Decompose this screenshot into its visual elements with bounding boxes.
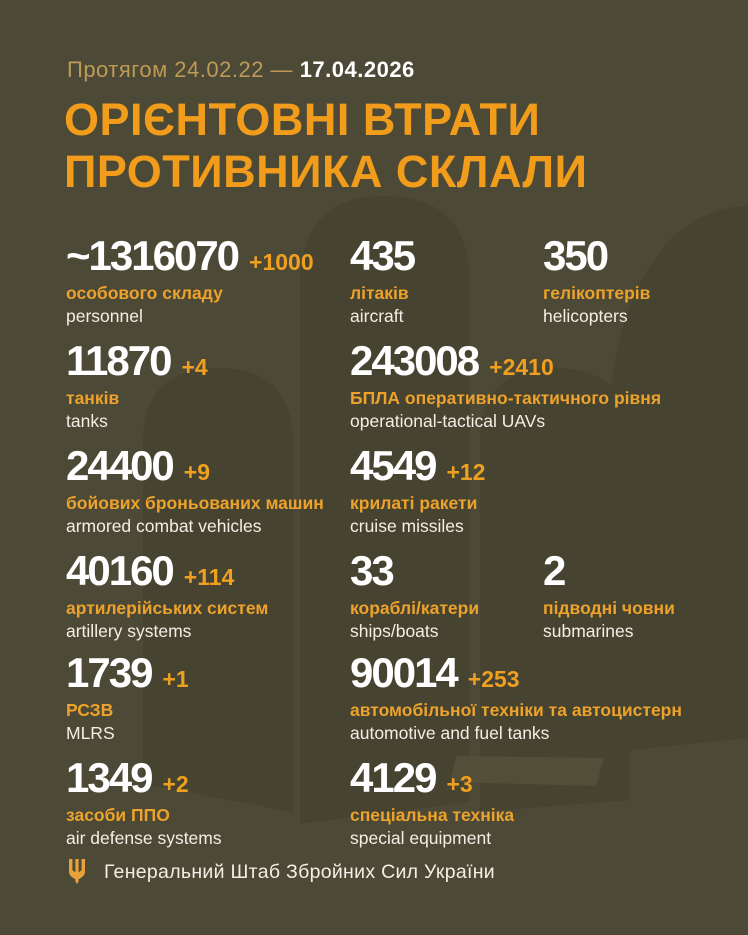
- stat-value: 350: [543, 232, 609, 279]
- stat-value: 4549: [350, 442, 437, 489]
- stat-personnel: ~1316070 +1000 особового складу personne…: [66, 232, 314, 327]
- stat-label-en: aircraft: [350, 306, 404, 327]
- stat-acv: 24400 +9 бойових броньованих машин armor…: [66, 442, 324, 537]
- stat-label-ua: артилерійських систем: [66, 598, 269, 619]
- stat-delta: +253: [467, 666, 520, 692]
- stat-artillery: 40160 +114 артилерійських систем artille…: [66, 547, 269, 642]
- stat-label-en: MLRS: [66, 723, 115, 744]
- stat-value: 40160: [66, 547, 175, 594]
- stat-tanks: 11870 +4 танків tanks: [66, 337, 208, 432]
- stat-value-line: 1349 +2: [66, 754, 222, 801]
- stat-label-en: special equipment: [350, 828, 492, 849]
- stat-cruise: 4549 +12 крилаті ракети cruise missiles: [350, 442, 486, 537]
- period-prefix: Протягом 24.02.22 —: [67, 57, 294, 82]
- stat-label-ua: РСЗВ: [66, 700, 114, 721]
- footer-label: Генеральний Штаб Збройних Сил України: [104, 860, 495, 883]
- stat-value-line: 1739 +1: [66, 649, 189, 696]
- stat-label-en: armored combat vehicles: [66, 516, 262, 537]
- stat-delta: +12: [446, 459, 486, 485]
- stat-label-ua: підводні човни: [543, 598, 675, 619]
- stat-value-line: 4549 +12: [350, 442, 486, 489]
- stat-label-en: helicopters: [543, 306, 628, 327]
- stat-value: 24400: [66, 442, 175, 489]
- stat-label-en: automotive and fuel tanks: [350, 723, 550, 744]
- stat-label-ua: кораблі/катери: [350, 598, 480, 619]
- title-line-1: ОРІЄНТОВНІ ВТРАТИ: [64, 94, 541, 145]
- stat-label-ua: гелікоптерів: [543, 283, 651, 304]
- report-period: Протягом 24.02.22 — 17.04.2026: [67, 57, 415, 83]
- stat-value-line: 2: [543, 547, 675, 594]
- stat-value: 1739: [66, 649, 153, 696]
- stat-value-line: 11870 +4: [66, 337, 208, 384]
- stat-delta: +9: [183, 459, 211, 485]
- stat-value-line: 243008 +2410: [350, 337, 661, 384]
- stat-label-en: artillery systems: [66, 621, 192, 642]
- stat-label-ua: автомобільної техніки та автоцистерн: [350, 700, 682, 721]
- stat-label-ua: БПЛА оперативно-тактичного рівня: [350, 388, 662, 409]
- stat-value-line: 350: [543, 232, 650, 279]
- stat-label-ua: засоби ППО: [66, 805, 170, 826]
- stat-label-ua: спеціальна техніка: [350, 805, 515, 826]
- title-line-2: ПРОТИВНИКА СКЛАЛИ: [64, 146, 588, 198]
- stat-ships: 33 кораблі/катери ships/boats: [350, 547, 480, 642]
- stat-delta: +2: [162, 771, 189, 797]
- page-title: ОРІЄНТОВНІ ВТРАТИ ПРОТИВНИКА СКЛАЛИ: [64, 94, 587, 198]
- stat-value: 90014: [350, 649, 459, 696]
- stat-label-ua: бойових броньованих машин: [66, 493, 324, 514]
- stat-value-line: 435: [350, 232, 416, 279]
- stat-delta: +114: [183, 564, 235, 590]
- stat-delta: +1000: [249, 249, 314, 275]
- stat-value-line: 24400 +9: [66, 442, 324, 489]
- stat-delta: +2410: [489, 354, 554, 380]
- stat-delta: +4: [181, 354, 208, 380]
- stat-value-line: 33: [350, 547, 479, 594]
- stat-label-ua: літаків: [350, 283, 409, 304]
- stat-value: 435: [350, 232, 416, 279]
- stat-value: 33: [350, 547, 395, 594]
- stat-delta: +1: [162, 666, 189, 692]
- trident-icon: [69, 859, 85, 884]
- stat-value: 2: [543, 547, 566, 594]
- stat-value-line: 4129 +3: [350, 754, 514, 801]
- stat-aircraft: 435 літаків aircraft: [350, 232, 416, 327]
- stat-delta: +3: [446, 771, 473, 797]
- stat-value: 4129: [350, 754, 437, 801]
- stat-label-en: cruise missiles: [350, 516, 464, 537]
- stat-value-line: 40160 +114: [66, 547, 268, 594]
- footer: Генеральний Штаб Збройних Сил України: [66, 858, 495, 886]
- stat-value: 1349: [66, 754, 153, 801]
- stat-value: 11870: [66, 337, 172, 384]
- stat-mlrs: 1739 +1 РСЗВ MLRS: [66, 649, 189, 744]
- stat-label-ua: крилаті ракети: [350, 493, 478, 514]
- stat-label-en: submarines: [543, 621, 634, 642]
- stat-label-en: air defense systems: [66, 828, 222, 849]
- stat-value-line: 90014 +253: [350, 649, 682, 696]
- stat-submarines: 2 підводні човни submarines: [543, 547, 675, 642]
- stat-value: 243008: [350, 337, 480, 384]
- stat-automotive: 90014 +253 автомобільної техніки та авто…: [350, 649, 682, 744]
- stat-label-en: operational-tactical UAVs: [350, 411, 546, 432]
- report-date: 17.04.2026: [299, 57, 415, 82]
- stat-label-ua: особового складу: [66, 283, 223, 304]
- stat-value: ~1316070: [66, 232, 240, 279]
- stat-label-en: ships/boats: [350, 621, 439, 642]
- stat-label-ua: танків: [66, 388, 120, 409]
- stat-special: 4129 +3 спеціальна техніка special equip…: [350, 754, 515, 849]
- stat-helicopters: 350 гелікоптерів helicopters: [543, 232, 651, 327]
- stat-uavs: 243008 +2410 БПЛА оперативно-тактичного …: [350, 337, 662, 432]
- stat-value-line: ~1316070 +1000: [66, 232, 314, 279]
- stat-airdefense: 1349 +2 засоби ППО air defense systems: [66, 754, 222, 849]
- stat-label-en: tanks: [66, 411, 108, 432]
- stat-label-en: personnel: [66, 306, 143, 327]
